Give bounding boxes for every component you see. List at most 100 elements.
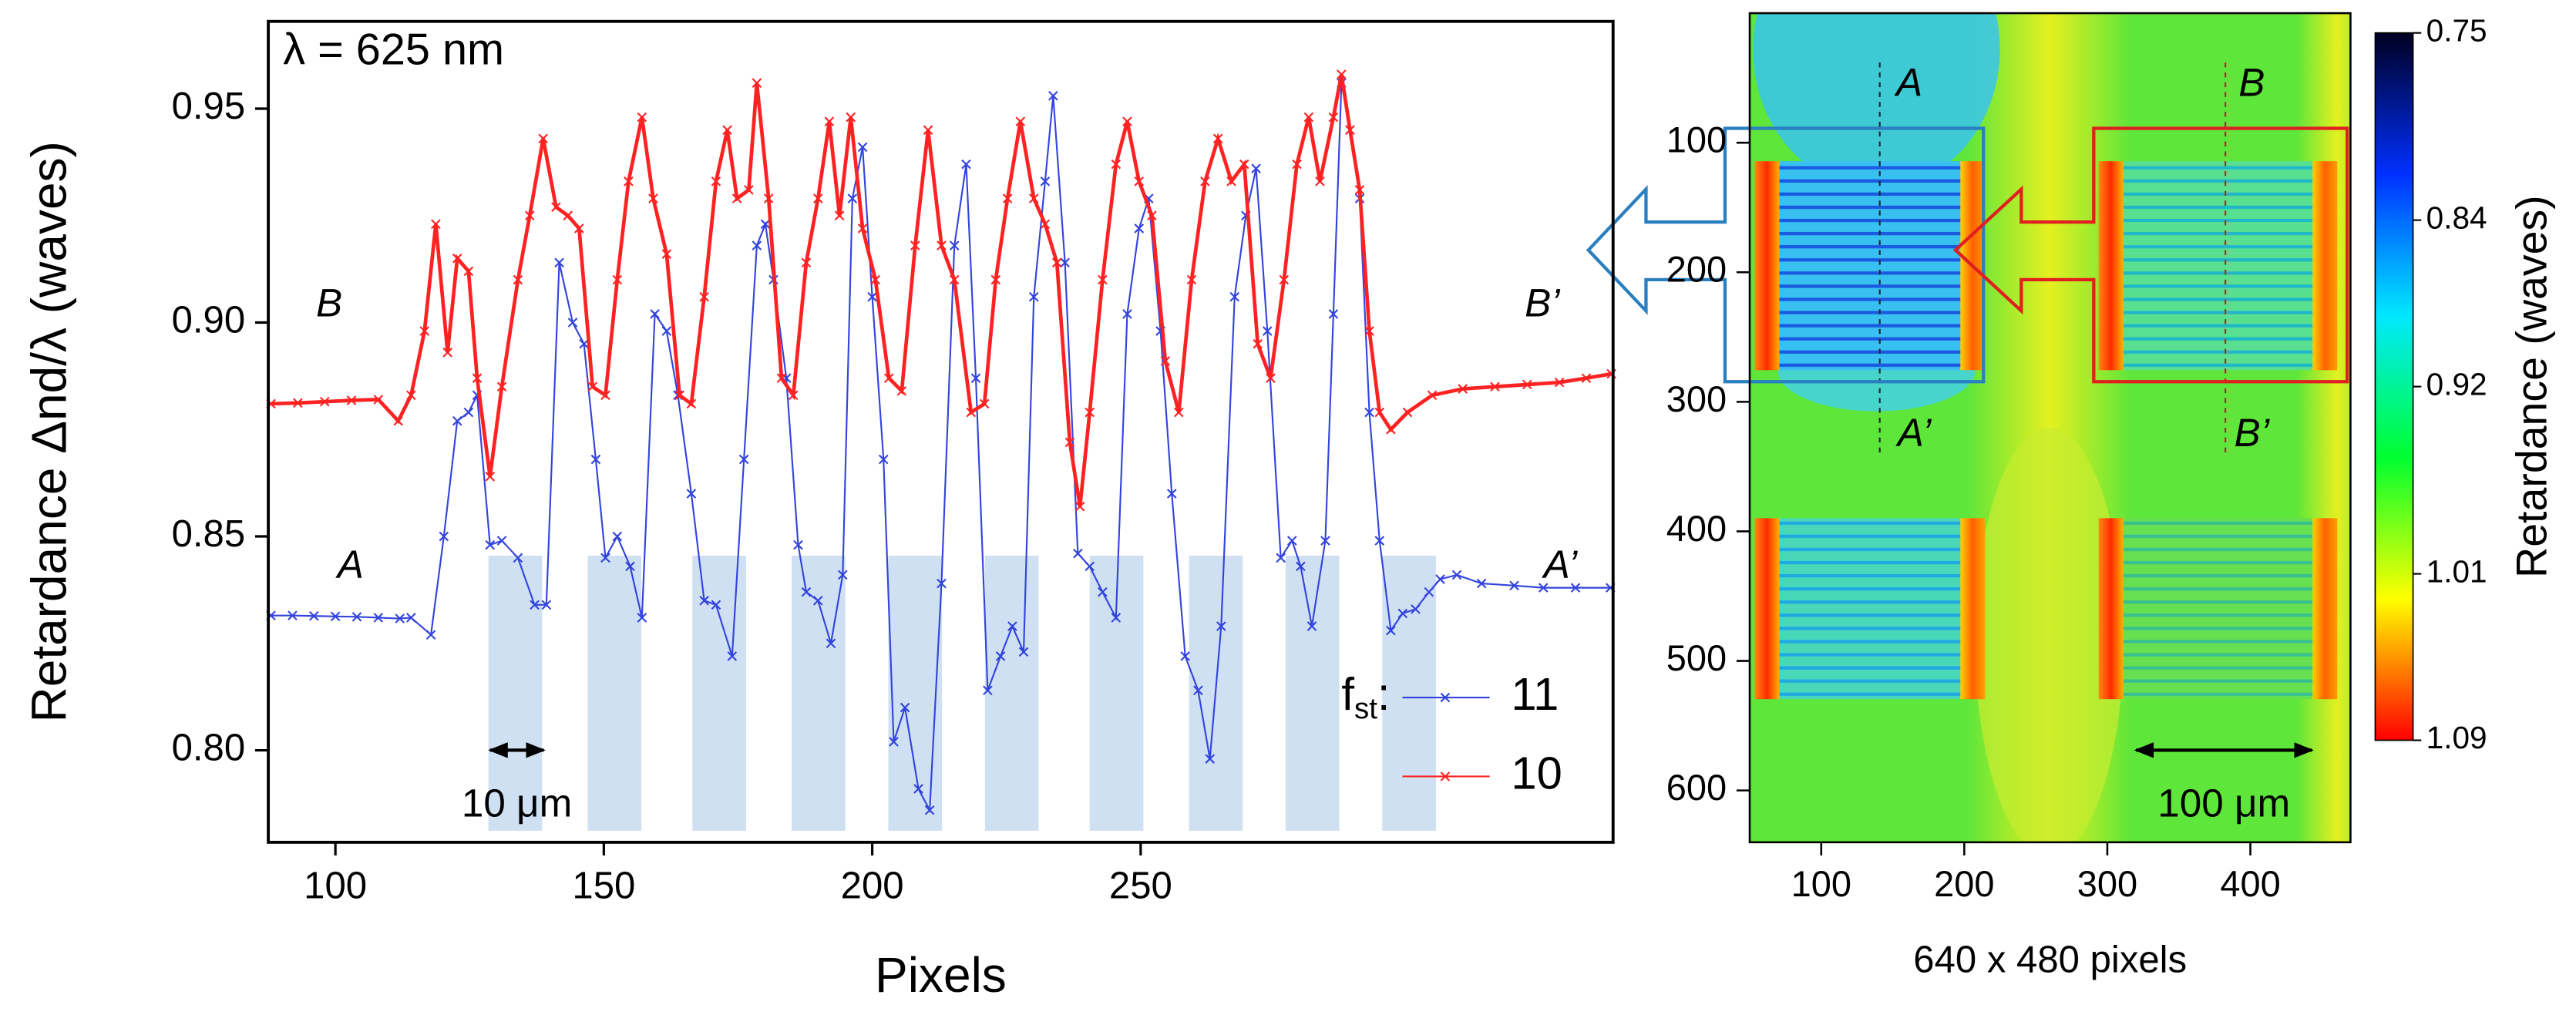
data-point — [574, 224, 584, 234]
region-label: B — [2238, 61, 2265, 105]
data-point — [1509, 580, 1519, 591]
series-line — [271, 74, 1613, 507]
data-point — [752, 240, 762, 250]
data-point — [650, 309, 660, 319]
map-band — [2295, 13, 2351, 842]
highlight-band — [587, 555, 642, 831]
data-point — [1048, 91, 1058, 101]
data-point — [395, 613, 405, 623]
series-line — [271, 82, 1611, 814]
data-point — [763, 193, 774, 203]
y-tick-label: 0.85 — [172, 513, 246, 555]
y-tick-label: 200 — [1666, 249, 1727, 290]
highlight-band — [888, 555, 943, 831]
data-point — [1064, 437, 1075, 448]
data-point — [346, 395, 357, 405]
colorbar — [2374, 32, 2414, 741]
data-point — [288, 610, 298, 621]
data-point — [923, 125, 933, 136]
data-point — [1345, 125, 1355, 136]
x-tick-label: 300 — [2077, 863, 2137, 904]
data-point — [351, 612, 362, 622]
data-point — [1122, 116, 1132, 126]
map-region — [1975, 428, 2124, 842]
region-label: A’ — [1895, 411, 1932, 455]
data-point — [857, 224, 868, 234]
data-point — [442, 348, 453, 358]
data-point — [1002, 193, 1013, 203]
data-point — [1262, 326, 1273, 336]
legend-title-part: : — [1377, 668, 1391, 720]
data-point — [889, 737, 899, 747]
data-point — [319, 396, 330, 407]
data-point — [393, 415, 403, 426]
legend-title-part: f — [1341, 668, 1354, 720]
data-point — [1581, 373, 1592, 383]
data-point — [485, 539, 496, 550]
data-point — [738, 454, 749, 465]
map-edge — [1754, 518, 1780, 700]
data-point — [1251, 163, 1261, 173]
data-point — [406, 613, 416, 623]
data-point — [496, 536, 507, 546]
data-point — [373, 395, 384, 405]
data-point — [857, 142, 868, 153]
data-point — [1296, 561, 1306, 572]
data-point — [330, 611, 341, 622]
data-point — [373, 613, 384, 623]
map-stripes — [2123, 518, 2313, 700]
data-point — [624, 176, 634, 187]
data-point — [674, 390, 684, 401]
data-point — [1374, 536, 1385, 546]
data-point — [524, 210, 535, 221]
data-point — [1386, 424, 1396, 435]
plot-frame — [1748, 12, 2352, 844]
data-point — [1451, 570, 1462, 580]
region-label: B’ — [2235, 411, 2271, 455]
x-tick-label: 150 — [572, 865, 635, 907]
legend-title: fst: — [1341, 668, 1390, 725]
data-point — [1435, 574, 1445, 584]
annotation: B’ — [1525, 281, 1561, 325]
x-tick-label: 200 — [841, 865, 904, 907]
data-point — [878, 454, 889, 465]
annotation: B — [316, 281, 342, 325]
annotation: A — [335, 543, 364, 586]
x-tick-label: 100 — [1791, 863, 1851, 904]
y-tick-label: 0.80 — [172, 728, 246, 769]
data-point — [587, 381, 598, 392]
x-tick-label: 200 — [1934, 863, 1994, 904]
data-point — [419, 326, 430, 336]
data-point — [1386, 625, 1396, 636]
data-point — [847, 193, 858, 203]
data-point — [731, 193, 742, 203]
data-point — [463, 266, 474, 277]
data-point — [425, 630, 436, 640]
data-point — [637, 613, 647, 623]
data-point — [1292, 159, 1302, 170]
y-tick-label: 600 — [1666, 767, 1727, 808]
data-point — [541, 600, 552, 610]
data-point — [826, 638, 836, 649]
data-point — [1098, 586, 1108, 597]
scale-bar-label: 10 μm — [462, 781, 572, 825]
y-tick-label: 400 — [1666, 508, 1727, 549]
data-point — [530, 600, 540, 610]
data-point — [431, 219, 441, 230]
data-point — [661, 326, 672, 336]
data-point — [1554, 377, 1565, 388]
data-point — [812, 193, 823, 203]
data-point — [801, 257, 812, 268]
data-point — [1051, 257, 1062, 268]
data-point — [1306, 621, 1317, 631]
data-point — [1166, 489, 1177, 499]
data-point — [1522, 379, 1532, 390]
data-point — [612, 274, 623, 285]
data-point — [913, 784, 923, 794]
data-point — [1186, 274, 1197, 285]
data-point — [961, 159, 971, 170]
data-point — [661, 249, 672, 259]
data-point — [900, 702, 910, 713]
map-edge — [2312, 518, 2338, 700]
